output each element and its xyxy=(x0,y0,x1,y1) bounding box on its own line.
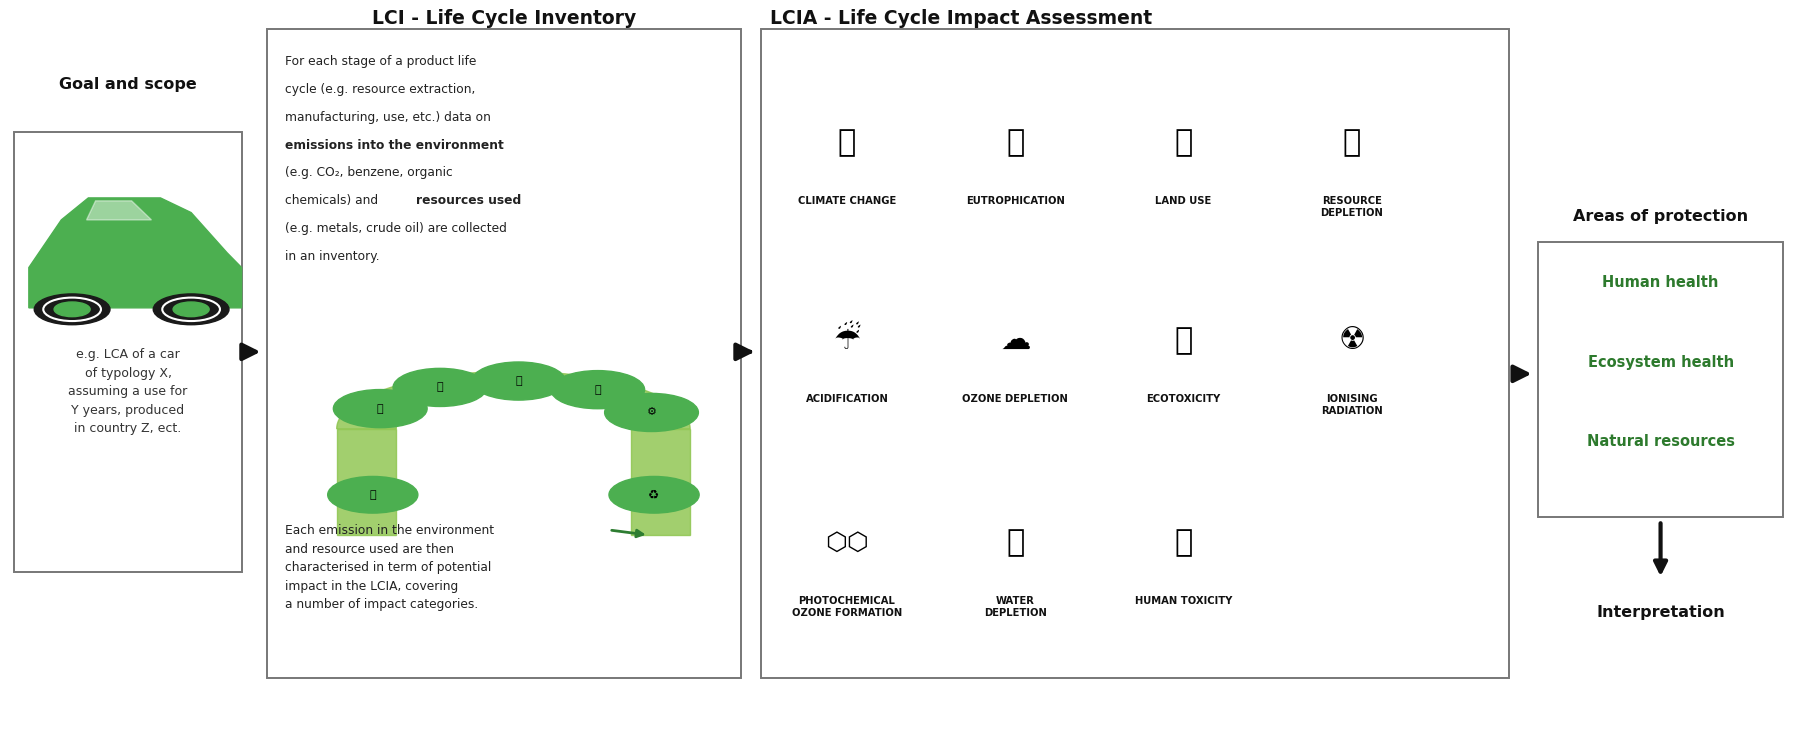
Text: LCIA - Life Cycle Impact Assessment: LCIA - Life Cycle Impact Assessment xyxy=(770,9,1152,28)
Text: 🚜: 🚜 xyxy=(1174,128,1194,158)
Text: ⚙: ⚙ xyxy=(647,408,656,418)
Circle shape xyxy=(34,294,110,325)
Text: ECOTOXICITY: ECOTOXICITY xyxy=(1147,394,1221,405)
Text: (e.g. CO₂, benzene, organic: (e.g. CO₂, benzene, organic xyxy=(285,166,453,180)
Text: manufacturing, use, etc.) data on: manufacturing, use, etc.) data on xyxy=(285,111,490,124)
Text: chemicals) and: chemicals) and xyxy=(285,194,382,207)
Text: 🗑: 🗑 xyxy=(595,385,600,394)
Text: LCI - Life Cycle Inventory: LCI - Life Cycle Inventory xyxy=(371,9,636,28)
Text: IONISING
RADIATION: IONISING RADIATION xyxy=(1322,394,1383,416)
Text: WATER
DEPLETION: WATER DEPLETION xyxy=(984,596,1048,618)
Text: Goal and scope: Goal and scope xyxy=(59,77,197,92)
Text: 🏙: 🏙 xyxy=(1174,528,1194,557)
FancyBboxPatch shape xyxy=(14,132,242,572)
Text: Each emission in the environment
and resource used are then
characterised in ter: Each emission in the environment and res… xyxy=(285,524,494,611)
FancyBboxPatch shape xyxy=(1538,242,1783,517)
Text: 🏭: 🏭 xyxy=(377,404,384,413)
Text: ☢: ☢ xyxy=(1338,326,1365,356)
Polygon shape xyxy=(29,198,242,308)
Text: Ecosystem health: Ecosystem health xyxy=(1587,356,1734,370)
Text: PHOTOCHEMICAL
OZONE FORMATION: PHOTOCHEMICAL OZONE FORMATION xyxy=(792,596,902,618)
FancyBboxPatch shape xyxy=(761,29,1509,678)
Text: 💧: 💧 xyxy=(1006,528,1024,557)
Text: CLIMATE CHANGE: CLIMATE CHANGE xyxy=(797,196,896,207)
Polygon shape xyxy=(631,429,691,535)
Text: ☁: ☁ xyxy=(1001,326,1031,356)
Text: RESOURCE
DEPLETION: RESOURCE DEPLETION xyxy=(1320,196,1383,218)
Circle shape xyxy=(472,362,566,400)
Text: Areas of protection: Areas of protection xyxy=(1572,209,1749,224)
Polygon shape xyxy=(87,201,151,220)
Circle shape xyxy=(328,476,418,513)
Text: ⬡⬡: ⬡⬡ xyxy=(826,531,869,554)
Text: cycle (e.g. resource extraction,: cycle (e.g. resource extraction, xyxy=(285,83,476,96)
Text: ♻: ♻ xyxy=(649,488,660,501)
Text: (e.g. metals, crude oil) are collected: (e.g. metals, crude oil) are collected xyxy=(285,222,507,235)
Text: HUMAN TOXICITY: HUMAN TOXICITY xyxy=(1134,596,1231,606)
Circle shape xyxy=(393,369,487,407)
Text: Interpretation: Interpretation xyxy=(1596,605,1725,619)
Text: 🌡: 🌡 xyxy=(838,128,856,158)
Circle shape xyxy=(54,302,90,317)
Text: 🚛: 🚛 xyxy=(436,383,444,392)
Text: For each stage of a product life: For each stage of a product life xyxy=(285,55,476,68)
Text: Natural resources: Natural resources xyxy=(1587,435,1734,449)
Text: ⛏: ⛏ xyxy=(370,490,377,500)
Text: emissions into the environment: emissions into the environment xyxy=(285,139,503,152)
Circle shape xyxy=(552,371,645,409)
Circle shape xyxy=(173,302,209,317)
Text: LAND USE: LAND USE xyxy=(1156,196,1212,207)
Text: 📦: 📦 xyxy=(516,376,521,386)
Polygon shape xyxy=(337,372,691,429)
Circle shape xyxy=(334,389,427,427)
Circle shape xyxy=(609,476,700,513)
Polygon shape xyxy=(337,429,397,535)
Text: ☔: ☔ xyxy=(833,326,860,356)
Circle shape xyxy=(153,294,229,325)
Text: e.g. LCA of a car
of typology X,
assuming a use for
Y years, produced
in country: e.g. LCA of a car of typology X, assumin… xyxy=(69,348,188,435)
Text: EUTROPHICATION: EUTROPHICATION xyxy=(966,196,1066,207)
Text: 🌳: 🌳 xyxy=(1343,128,1361,158)
Text: 🐡: 🐡 xyxy=(1174,326,1194,356)
Text: ACIDIFICATION: ACIDIFICATION xyxy=(806,394,889,405)
Text: Human health: Human health xyxy=(1603,276,1718,290)
Text: in an inventory.: in an inventory. xyxy=(285,250,379,263)
Text: 🌿: 🌿 xyxy=(1006,128,1024,158)
FancyBboxPatch shape xyxy=(267,29,741,678)
Text: resources used: resources used xyxy=(416,194,521,207)
Circle shape xyxy=(604,394,698,432)
Text: OZONE DEPLETION: OZONE DEPLETION xyxy=(963,394,1067,405)
